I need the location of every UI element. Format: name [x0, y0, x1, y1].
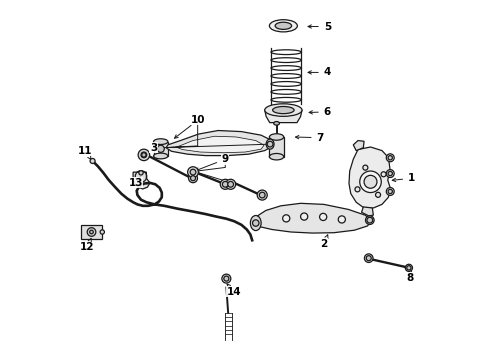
Circle shape: [259, 192, 265, 198]
Circle shape: [90, 230, 93, 234]
Text: 2: 2: [320, 239, 327, 249]
Ellipse shape: [275, 22, 292, 30]
Circle shape: [363, 165, 368, 170]
Ellipse shape: [272, 107, 294, 114]
Circle shape: [157, 145, 164, 152]
Circle shape: [319, 213, 327, 221]
Polygon shape: [265, 110, 302, 123]
Ellipse shape: [365, 254, 373, 262]
Circle shape: [87, 228, 96, 236]
Circle shape: [300, 213, 308, 220]
Polygon shape: [176, 136, 264, 153]
Circle shape: [224, 276, 229, 281]
Ellipse shape: [153, 153, 168, 159]
Ellipse shape: [188, 167, 198, 177]
Ellipse shape: [220, 179, 230, 189]
Circle shape: [388, 156, 392, 160]
Polygon shape: [81, 225, 101, 239]
Ellipse shape: [386, 154, 394, 162]
Circle shape: [228, 181, 234, 187]
Text: 8: 8: [406, 273, 414, 283]
Circle shape: [360, 171, 381, 193]
Polygon shape: [349, 147, 390, 208]
Polygon shape: [153, 141, 168, 156]
Polygon shape: [362, 207, 373, 216]
Text: 14: 14: [227, 287, 242, 297]
Ellipse shape: [222, 274, 231, 283]
Ellipse shape: [405, 264, 413, 271]
Circle shape: [139, 171, 143, 175]
Text: 12: 12: [80, 242, 95, 252]
Ellipse shape: [141, 152, 147, 158]
Circle shape: [142, 153, 146, 157]
Ellipse shape: [266, 139, 274, 149]
Circle shape: [355, 187, 360, 192]
Circle shape: [367, 217, 373, 223]
Ellipse shape: [100, 230, 104, 234]
Polygon shape: [133, 172, 150, 189]
Circle shape: [267, 141, 273, 147]
Circle shape: [252, 220, 259, 226]
Text: 10: 10: [191, 115, 206, 125]
Ellipse shape: [274, 122, 279, 125]
Circle shape: [338, 216, 345, 223]
Text: 13: 13: [128, 178, 143, 188]
Circle shape: [191, 176, 196, 181]
Text: 6: 6: [324, 107, 331, 117]
Circle shape: [222, 181, 228, 187]
Circle shape: [283, 215, 290, 222]
Polygon shape: [166, 131, 273, 156]
Ellipse shape: [386, 170, 394, 177]
Ellipse shape: [90, 158, 95, 163]
Text: 5: 5: [324, 22, 331, 32]
Ellipse shape: [189, 174, 197, 183]
Circle shape: [364, 175, 377, 188]
Ellipse shape: [225, 179, 236, 189]
Ellipse shape: [270, 134, 284, 140]
Ellipse shape: [270, 20, 297, 32]
Circle shape: [375, 192, 381, 197]
Ellipse shape: [386, 188, 394, 195]
Text: 11: 11: [78, 145, 93, 156]
Ellipse shape: [366, 216, 374, 225]
Circle shape: [381, 172, 386, 177]
Text: 4: 4: [324, 67, 331, 77]
Ellipse shape: [265, 104, 302, 116]
Polygon shape: [252, 203, 371, 233]
Ellipse shape: [257, 190, 267, 200]
Circle shape: [388, 189, 392, 194]
Ellipse shape: [153, 139, 168, 144]
Text: 3: 3: [150, 143, 157, 153]
Ellipse shape: [138, 149, 149, 161]
Text: 7: 7: [317, 133, 324, 143]
Ellipse shape: [270, 153, 284, 160]
Ellipse shape: [250, 216, 261, 230]
Circle shape: [388, 171, 392, 176]
Polygon shape: [270, 137, 284, 157]
Circle shape: [190, 169, 196, 175]
Circle shape: [366, 256, 371, 261]
Text: 9: 9: [221, 154, 229, 164]
Circle shape: [407, 266, 411, 270]
Text: 1: 1: [408, 173, 416, 183]
Polygon shape: [353, 140, 364, 150]
